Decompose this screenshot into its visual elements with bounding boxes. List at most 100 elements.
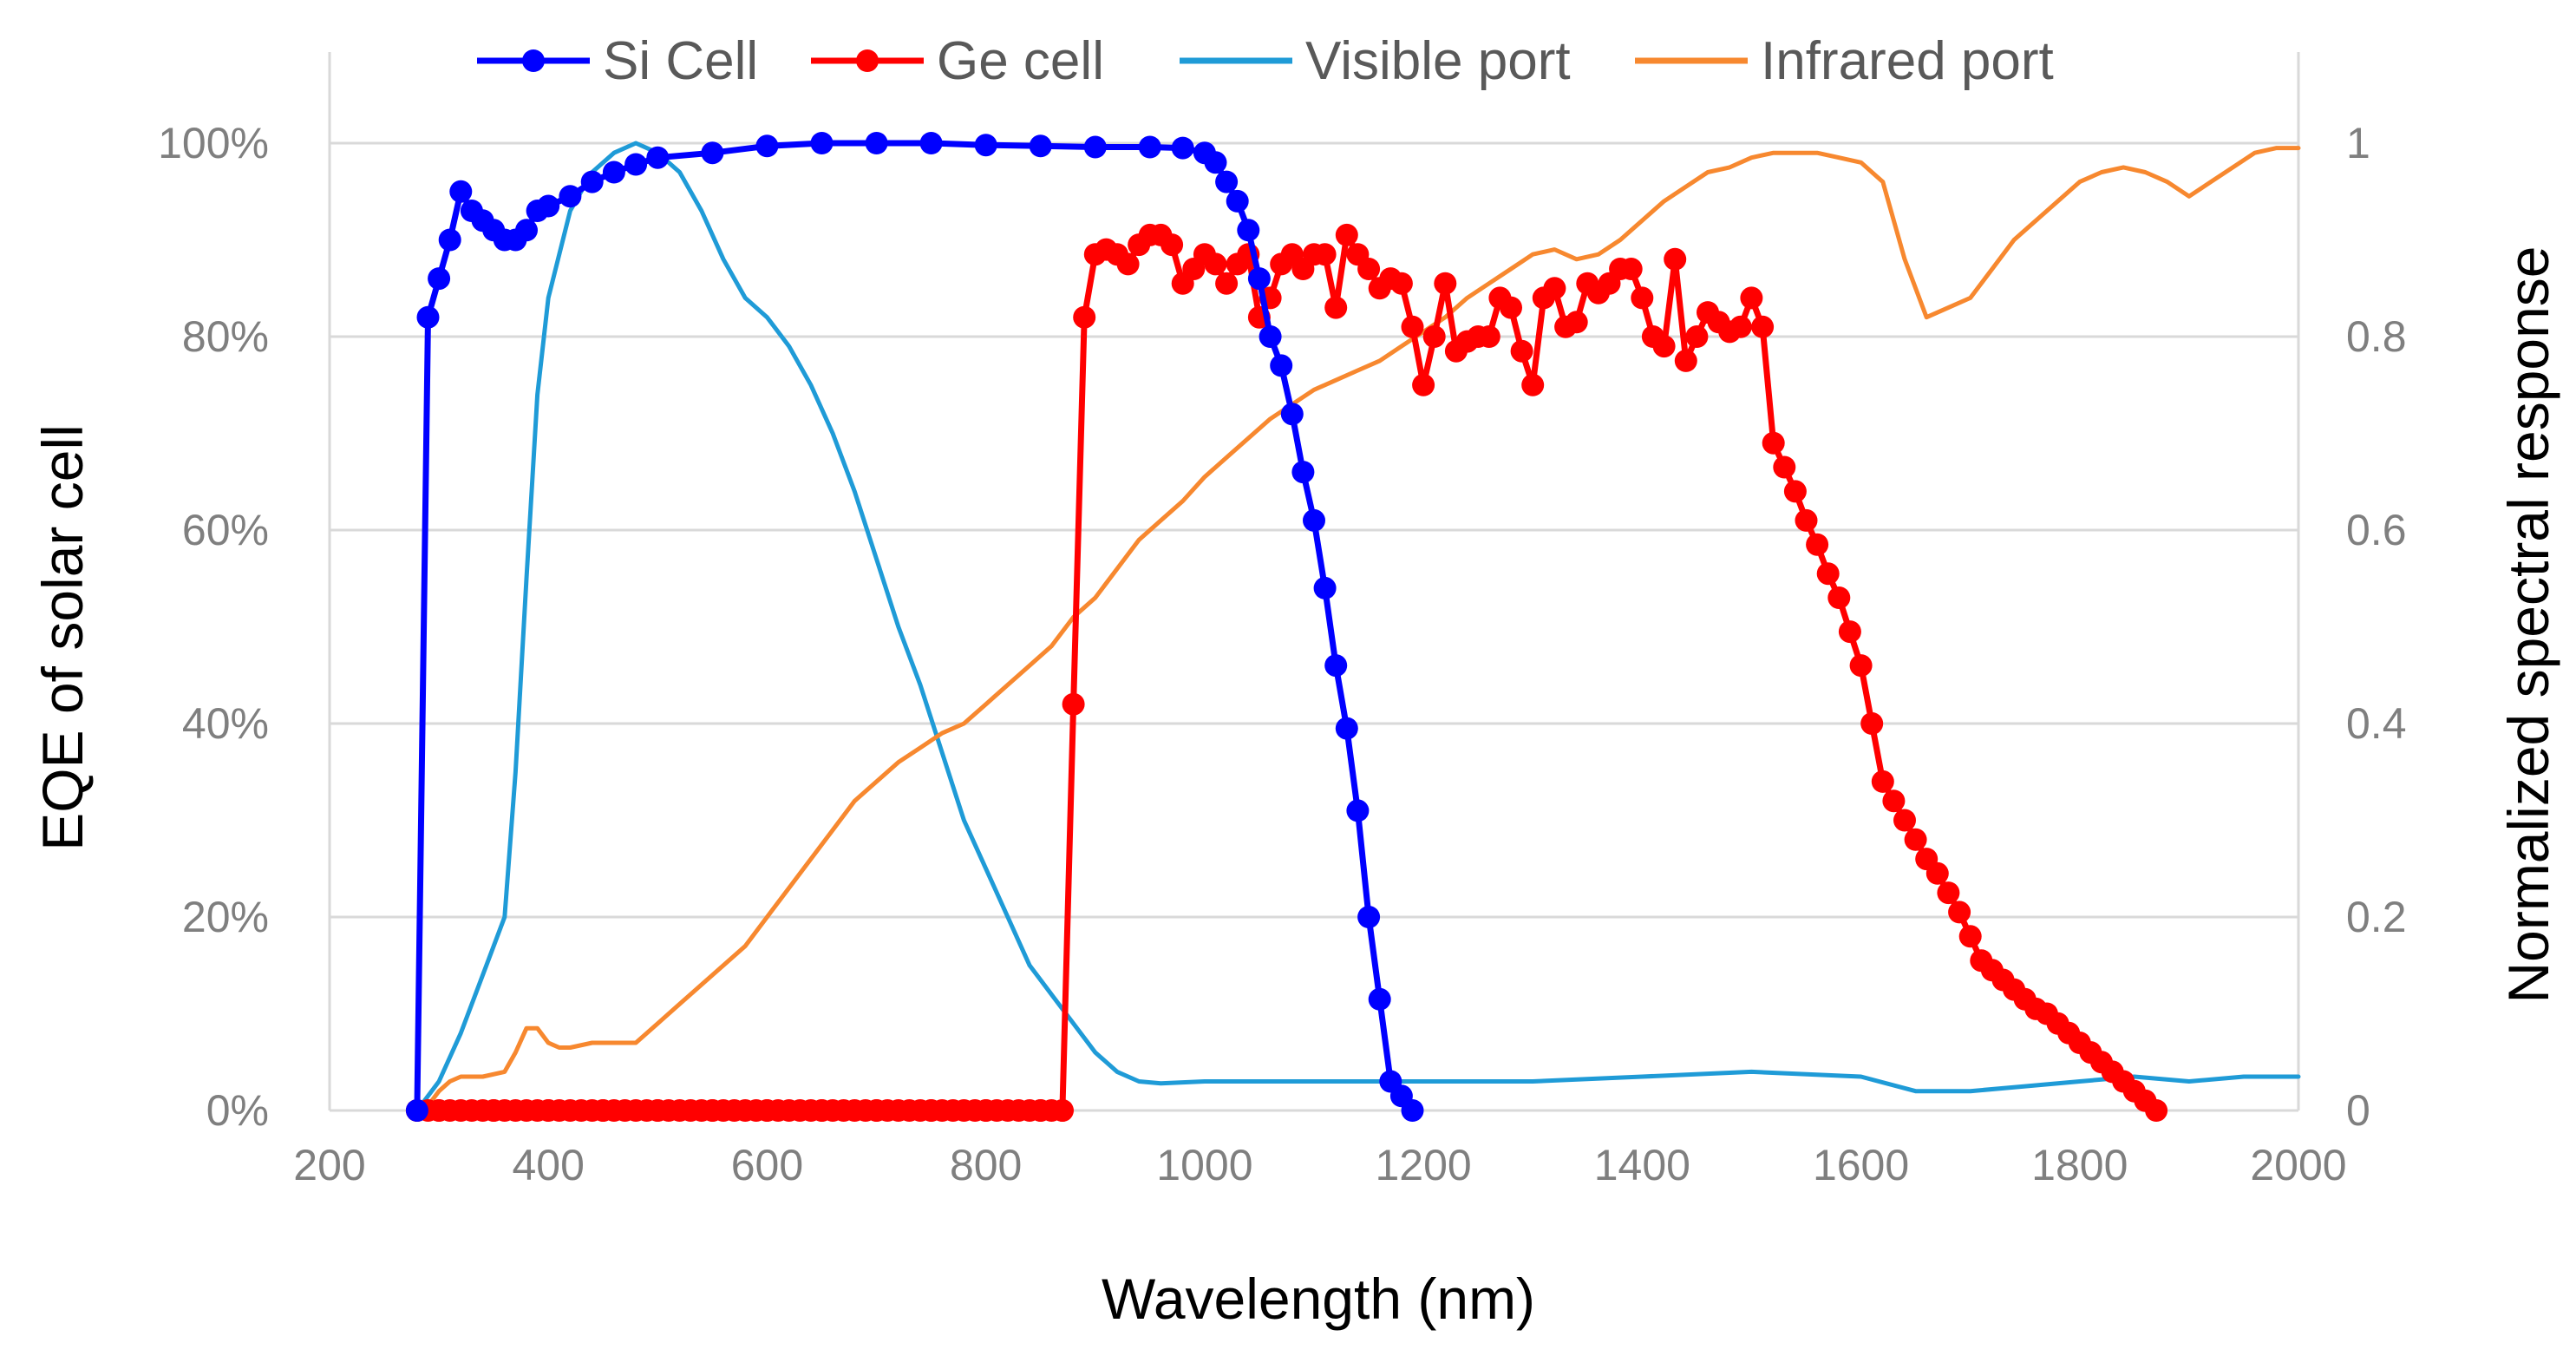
y-left-tick-label: 20% xyxy=(182,893,269,941)
x-tick-label: 400 xyxy=(513,1141,585,1189)
x-axis-title: Wavelength (nm) xyxy=(1102,1267,1535,1331)
y-left-tick-label: 100% xyxy=(158,119,269,167)
y-right-tick-label: 0 xyxy=(2346,1086,2370,1135)
series-visible-line xyxy=(415,141,2301,1113)
series-ge-point xyxy=(1324,296,1348,319)
series-si-point xyxy=(1259,325,1282,348)
series-ge-point xyxy=(1652,335,1676,358)
legend: Si Cell Ge cell Visible port Infrared po… xyxy=(477,31,2054,91)
x-tick-label: 1400 xyxy=(1594,1141,1690,1189)
series-ge-point xyxy=(1335,223,1358,246)
series-si-point xyxy=(1083,135,1107,159)
y-left-tick-label: 0% xyxy=(206,1086,269,1135)
series-ge-point xyxy=(1937,881,1960,905)
series-ge-point xyxy=(1838,620,1861,644)
series-si-point xyxy=(1215,170,1239,193)
series-si-point xyxy=(438,228,461,252)
series-si-point xyxy=(1247,267,1271,291)
y-left-tick-label: 80% xyxy=(182,312,269,361)
series-ge-point xyxy=(1871,770,1894,793)
series-ge-point xyxy=(1543,277,1566,300)
series-ge-point xyxy=(1357,258,1381,280)
series-si-point xyxy=(602,160,625,184)
legend-label-infrared: Infrared port xyxy=(1761,31,2054,91)
legend-swatch-si-marker xyxy=(522,49,545,72)
series-ge xyxy=(405,223,2168,1122)
series-si-point xyxy=(1313,576,1337,599)
series-ge-point xyxy=(1806,533,1829,556)
legend-item-visible[interactable]: Visible port xyxy=(1180,31,1571,91)
x-tick-label: 800 xyxy=(950,1141,1022,1189)
series-ge-point xyxy=(1664,247,1687,271)
legend-item-si[interactable]: Si Cell xyxy=(477,31,758,91)
series-si-point xyxy=(755,134,779,158)
series-ge-point xyxy=(1313,243,1337,266)
series-si-point xyxy=(1280,403,1304,426)
series-ge-point xyxy=(1958,925,1982,948)
series-ge-point xyxy=(1116,252,1140,276)
y-right-tick-label: 0.4 xyxy=(2346,699,2407,748)
series-si-point xyxy=(701,141,724,165)
series-si-point xyxy=(1138,135,1161,159)
series-ge-point xyxy=(1161,233,1184,257)
series-si-point xyxy=(919,132,943,154)
series-si-point xyxy=(974,134,997,157)
series-ge-point xyxy=(1434,272,1457,295)
y-axis-right-title: Normalized spectral response xyxy=(2496,246,2560,1003)
series-ge-point xyxy=(1762,431,1785,455)
y-right-tick-label: 0.8 xyxy=(2346,312,2407,361)
legend-item-infrared[interactable]: Infrared port xyxy=(1635,31,2054,91)
x-tick-label: 1200 xyxy=(1375,1141,1471,1189)
series-si-point xyxy=(1226,189,1249,213)
series-si xyxy=(405,132,1424,1122)
legend-label-visible: Visible port xyxy=(1305,31,1571,91)
series-ge-point xyxy=(1795,508,1818,532)
series-si-point xyxy=(1401,1099,1424,1122)
series-ge-point xyxy=(1783,480,1807,503)
series-ge-point xyxy=(1215,272,1239,295)
series-ge-point xyxy=(1827,586,1851,609)
series-si-point xyxy=(515,219,538,242)
series-si-point xyxy=(1324,654,1348,678)
series-visible xyxy=(415,141,2301,1113)
legend-swatch-ge-marker xyxy=(856,49,879,72)
series-ge-point xyxy=(1882,789,1906,813)
series-ge-point xyxy=(1062,692,1085,716)
series-si-point xyxy=(449,180,473,203)
series-ge-point xyxy=(1729,315,1752,338)
series-ge-point xyxy=(1565,311,1588,334)
series-ge-point xyxy=(1422,325,1446,348)
x-tick-label: 2000 xyxy=(2250,1141,2346,1189)
series-ge-point xyxy=(1477,325,1500,348)
series-layer xyxy=(405,132,2301,1122)
legend-item-ge[interactable]: Ge cell xyxy=(811,31,1104,91)
y-left-tick-label: 40% xyxy=(182,699,269,748)
series-si-point xyxy=(1357,906,1381,928)
series-ge-point xyxy=(1740,286,1763,310)
series-ge-point xyxy=(1674,349,1697,372)
series-si-point xyxy=(1204,151,1227,174)
y-right-tick-label: 0.2 xyxy=(2346,893,2407,941)
y-axis-left-title: EQE of solar cell xyxy=(30,424,95,851)
series-ge-point xyxy=(1849,654,1873,678)
series-ge-point xyxy=(1619,258,1643,280)
series-ge-point xyxy=(1510,339,1533,363)
x-tick-label: 1800 xyxy=(2031,1141,2128,1189)
series-ge-point xyxy=(1816,562,1840,586)
series-si-point xyxy=(1303,508,1325,532)
series-si-point xyxy=(1270,354,1293,377)
series-si-point xyxy=(1368,987,1391,1011)
series-ge-point xyxy=(1521,373,1545,396)
x-tick-label: 1600 xyxy=(1813,1141,1909,1189)
series-si-point xyxy=(1346,799,1370,822)
series-ge-point xyxy=(1948,901,1971,924)
x-tick-label: 200 xyxy=(293,1141,365,1189)
legend-label-ge: Ge cell xyxy=(937,31,1104,91)
series-si-point xyxy=(1029,134,1052,158)
series-si-point xyxy=(580,170,604,193)
series-ge-point xyxy=(1500,296,1522,319)
series-infrared xyxy=(415,146,2301,1113)
series-infrared-line xyxy=(415,146,2301,1113)
